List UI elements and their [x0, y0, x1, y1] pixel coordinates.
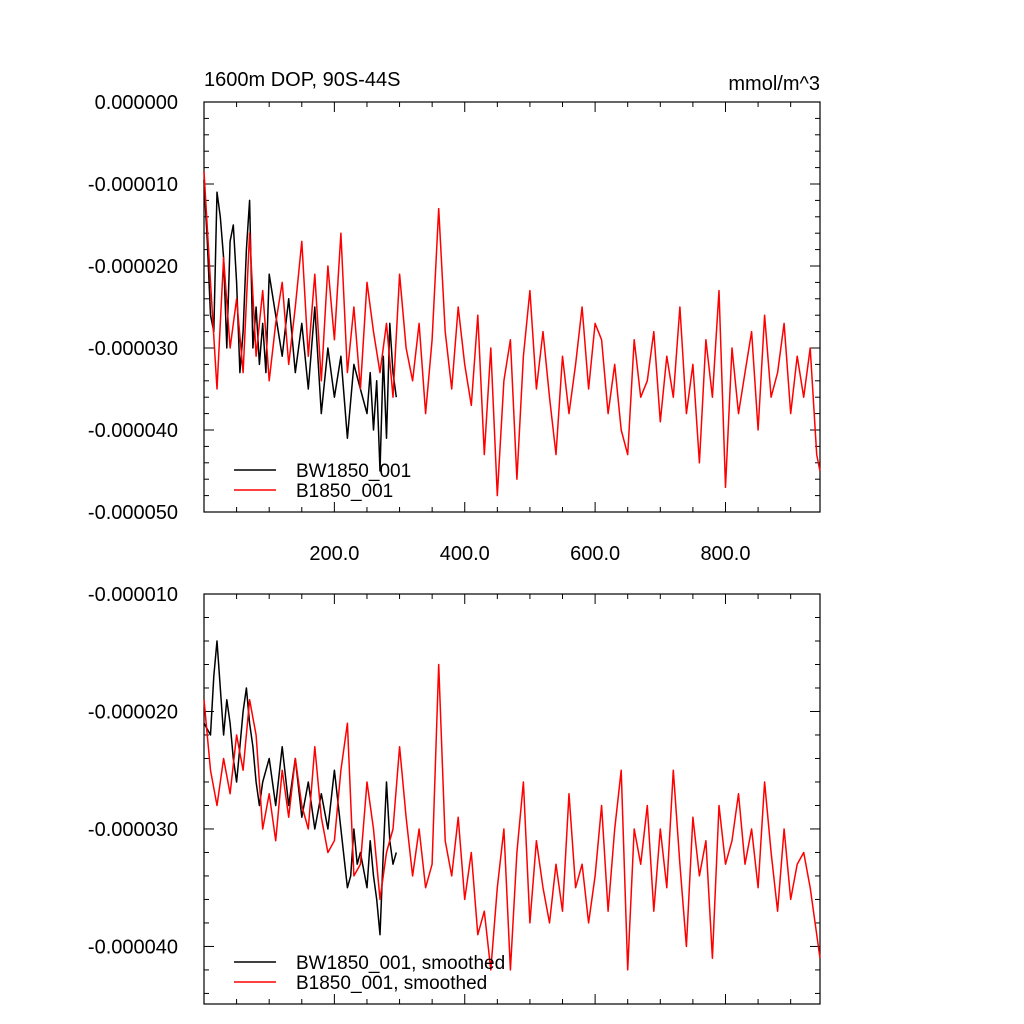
y-tick-label: -0.000010 [88, 174, 178, 196]
y-tick-label: -0.000040 [88, 936, 178, 958]
y-tick-label: -0.000030 [88, 338, 178, 360]
legend-label: BW1850_001, smoothed [296, 953, 505, 974]
y-tick-label: -0.000050 [88, 502, 178, 524]
y-tick-label: -0.000020 [88, 256, 178, 278]
y-tick-label: 0.000000 [95, 92, 178, 114]
x-tick-label: 200.0 [309, 543, 359, 565]
y-tick-label: -0.000020 [88, 701, 178, 723]
x-tick-label: 800.0 [700, 543, 750, 565]
plot-frame [203, 593, 821, 1005]
series-line-b1850 [203, 171, 821, 497]
x-tick-label: 600.0 [570, 543, 620, 565]
top-panel: 200.0 400.0 600.0 800.0 0.000000 -0.000010 -0.… [88, 69, 821, 565]
legend-label: B1850_001, smoothed [296, 973, 487, 994]
legend-label: B1850_001 [296, 481, 393, 502]
x-tick-label: 400.0 [440, 543, 490, 565]
chart-title: 1600m DOP, 90S-44S [204, 69, 400, 91]
units-label: mmol/m^3 [728, 73, 820, 95]
y-tick-label: -0.000030 [88, 819, 178, 841]
plot-frame [203, 101, 821, 513]
series-line-b1850 [203, 663, 821, 971]
y-tick-label: -0.000040 [88, 420, 178, 442]
bottom-panel: -0.000010 -0.000020 -0.000030 -0.000040 BW18… [88, 584, 821, 1005]
y-tick-label: -0.000010 [88, 584, 178, 606]
legend-label: BW1850_001 [296, 461, 411, 482]
